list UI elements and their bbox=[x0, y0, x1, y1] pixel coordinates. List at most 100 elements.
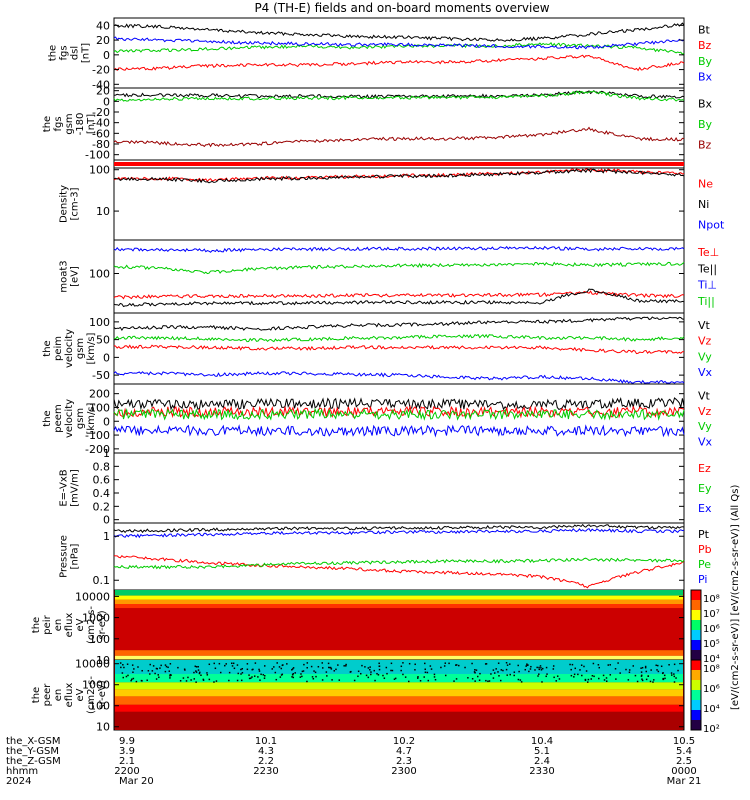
noise-dot bbox=[538, 673, 540, 675]
noise-dot bbox=[528, 670, 530, 673]
noise-dot bbox=[370, 673, 372, 676]
panel-7: 10.80.60.40.20 E=-VxB [mV/m] Ez Ey Ex bbox=[59, 447, 712, 527]
noise-dot bbox=[195, 666, 198, 668]
y-axis-label: (cm2-s- bbox=[86, 676, 97, 714]
y-axis-label: Density bbox=[59, 185, 70, 223]
y-axis-label: the bbox=[42, 116, 53, 132]
noise-dot bbox=[327, 662, 330, 665]
noise-dot bbox=[479, 672, 481, 675]
y-tick-label: -40 bbox=[92, 117, 110, 130]
noise-dot bbox=[640, 675, 643, 677]
noise-dot bbox=[390, 662, 393, 665]
y-tick-label: 10000 bbox=[75, 590, 110, 603]
noise-dot bbox=[202, 679, 205, 681]
noise-dot bbox=[632, 665, 635, 667]
noise-dot bbox=[653, 679, 655, 681]
x-row-name: the_X-GSM bbox=[6, 736, 60, 747]
legend-entry: Ne bbox=[698, 177, 713, 190]
series-line-Pb bbox=[113, 554, 685, 589]
legend-entry: Te|| bbox=[697, 262, 717, 275]
noise-dot bbox=[228, 679, 230, 682]
noise-dot bbox=[518, 670, 520, 673]
y-tick-label: 100 bbox=[89, 164, 110, 177]
x-row-name: the_Y-GSM bbox=[6, 746, 59, 757]
noise-dot bbox=[433, 676, 436, 678]
legend-entry: Bx bbox=[698, 97, 713, 110]
color-bar: 10⁸ 10⁷ 10⁶ 10⁵ 10⁴ bbox=[690, 589, 720, 665]
noise-dot bbox=[154, 672, 156, 675]
noise-dot bbox=[490, 673, 492, 675]
x-row-name: hhmm bbox=[6, 766, 38, 777]
y-axis-label: [mV/m] bbox=[70, 469, 81, 507]
color-bar-segment bbox=[691, 590, 701, 601]
y-tick-label: -20 bbox=[92, 106, 110, 119]
noise-dot bbox=[502, 669, 504, 672]
x-tick-label: 5.1 bbox=[534, 746, 550, 757]
color-bar-segment bbox=[691, 620, 701, 631]
y-axis-label: gsm bbox=[75, 408, 86, 429]
noise-dot bbox=[343, 665, 345, 667]
x-tick-label: 3.9 bbox=[119, 746, 135, 757]
series-line-Bz bbox=[113, 54, 685, 72]
x-tick-label: 2230 bbox=[253, 766, 278, 777]
noise-dot bbox=[301, 675, 303, 678]
noise-dot bbox=[636, 680, 639, 683]
series-line-Bx bbox=[113, 36, 685, 50]
noise-dot bbox=[417, 677, 419, 679]
color-bar-tick-label: 10⁶ bbox=[703, 684, 720, 695]
y-axis-label: the bbox=[42, 340, 53, 356]
noise-dot bbox=[228, 671, 231, 674]
noise-dot bbox=[314, 671, 317, 674]
noise-dot bbox=[198, 672, 201, 675]
noise-dot bbox=[369, 666, 371, 668]
noise-dot bbox=[391, 669, 394, 672]
noise-dot bbox=[349, 671, 352, 673]
noise-dot bbox=[583, 665, 585, 668]
y-axis-label: peim bbox=[53, 336, 64, 361]
noise-dot bbox=[641, 678, 643, 680]
color-bar: 10⁸ 10⁶ 10⁴ 10² bbox=[690, 659, 720, 735]
noise-dot bbox=[520, 681, 523, 683]
noise-dot bbox=[149, 663, 151, 666]
noise-dot bbox=[155, 667, 158, 670]
color-bar-tick-label: 10⁵ bbox=[703, 639, 720, 650]
noise-dot bbox=[364, 666, 366, 668]
noise-dot bbox=[291, 668, 294, 670]
noise-dot bbox=[199, 671, 201, 674]
noise-dot bbox=[444, 662, 447, 664]
noise-dot bbox=[497, 671, 499, 673]
noise-dot bbox=[605, 677, 608, 679]
color-bar-frame bbox=[690, 659, 702, 731]
noise-dot bbox=[152, 665, 155, 667]
y-axis-label: [nT] bbox=[81, 43, 92, 63]
y-axis-label: the bbox=[31, 687, 42, 703]
y-axis-label: eV bbox=[75, 688, 86, 701]
y-tick-label: 50 bbox=[96, 334, 110, 347]
y-axis-label: moat3 bbox=[59, 260, 70, 292]
noise-dot bbox=[492, 669, 495, 671]
noise-dot bbox=[164, 664, 167, 666]
noise-dot bbox=[260, 673, 262, 676]
noise-dot bbox=[126, 663, 129, 665]
noise-dot bbox=[121, 672, 124, 674]
noise-dot bbox=[424, 671, 427, 674]
legend-entry: Vy bbox=[698, 420, 712, 433]
noise-dot bbox=[393, 678, 396, 680]
series-line-Te⊥ bbox=[113, 290, 685, 300]
noise-dot bbox=[251, 676, 253, 678]
noise-dot bbox=[195, 681, 197, 683]
plot-title: P4 (TH-E) fields and on-board moments ov… bbox=[254, 1, 549, 15]
series-line-Vy bbox=[113, 407, 685, 421]
color-bar-segment bbox=[691, 640, 701, 651]
plot-frame bbox=[113, 87, 685, 161]
noise-dot bbox=[444, 674, 447, 677]
noise-dot bbox=[237, 672, 239, 675]
noise-dot bbox=[160, 664, 162, 667]
y-tick-label: 0 bbox=[103, 351, 110, 364]
noise-dot bbox=[345, 665, 347, 667]
series-line-Bt bbox=[113, 22, 685, 42]
noise-dot bbox=[541, 667, 544, 670]
series-line-Pt bbox=[113, 523, 685, 534]
x-tick-label: 2.3 bbox=[396, 756, 412, 767]
